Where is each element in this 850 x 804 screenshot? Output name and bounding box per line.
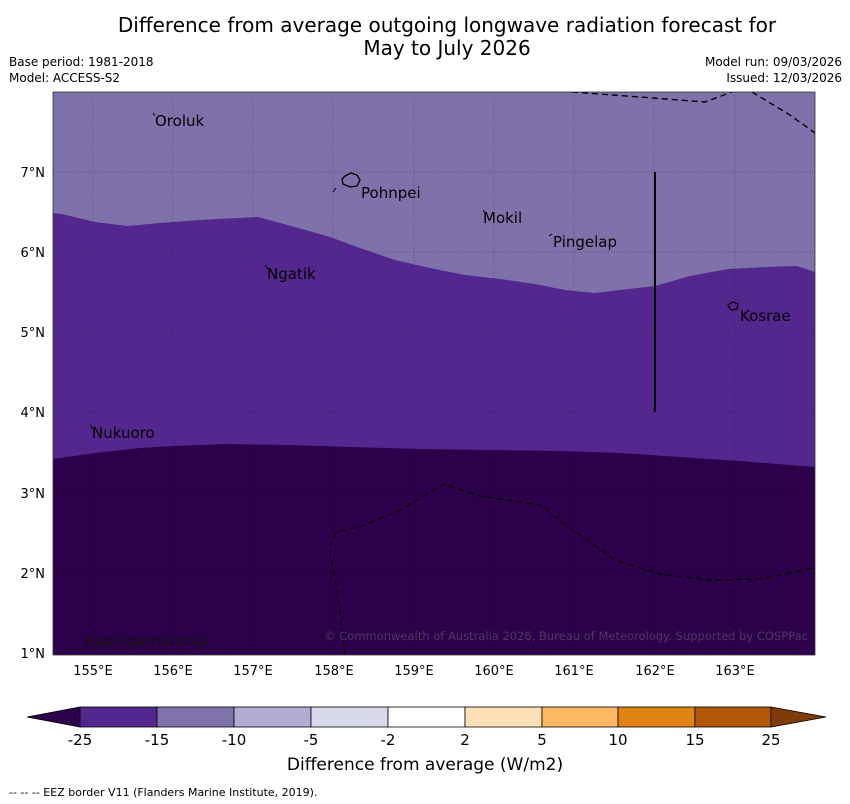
band-lt-minus25: [53, 444, 815, 655]
colorbar-tick: 10: [608, 731, 627, 749]
lon-label: 159°E: [394, 664, 434, 679]
place-kosrae: Kosrae: [740, 307, 791, 325]
place-mokil: Mokil: [483, 209, 522, 227]
lon-label: 163°E: [715, 664, 755, 679]
lat-label: 7°N: [21, 166, 46, 181]
colorbar-tick: 25: [761, 731, 780, 749]
lon-label: 157°E: [233, 664, 273, 679]
lat-label: 4°N: [21, 406, 46, 421]
lat-label: 2°N: [21, 567, 46, 582]
lat-label: 1°N: [21, 647, 46, 662]
lon-label: 155°E: [73, 664, 113, 679]
colorbar-tick: 5: [537, 731, 547, 749]
map-title-line1: Difference from average outgoing longwav…: [117, 13, 777, 37]
colorbar-tick: -25: [68, 731, 93, 749]
place-ngatik: Ngatik: [267, 265, 316, 283]
colorbar-swatch: [541, 706, 619, 728]
lon-label: 158°E: [314, 664, 354, 679]
colorbar-tick: -5: [304, 731, 319, 749]
lon-label: 160°E: [474, 664, 514, 679]
colorbar: [26, 706, 827, 728]
colorbar-tick: -15: [145, 731, 170, 749]
lon-label: 161°E: [554, 664, 594, 679]
map-title-line2: May to July 2026: [363, 36, 531, 60]
colorbar-label: Difference from average (W/m2): [286, 755, 564, 775]
colorbar-tick: -2: [381, 731, 396, 749]
eez-border: [328, 92, 815, 655]
meta-left: Base period: 1981-2018 Model: ACCESS-S2: [9, 54, 154, 86]
colorbar-swatch: [694, 706, 772, 728]
colorbar-swatch: [233, 706, 312, 728]
colorbar-swatch: [79, 706, 158, 728]
lat-label: 3°N: [21, 487, 46, 502]
colorbar-swatch: [464, 706, 543, 728]
meta-right: Model run: 09/03/2026 Issued: 12/03/2026: [705, 54, 842, 86]
map-frame: [52, 91, 816, 656]
model-text: Model: ACCESS-S2: [9, 71, 121, 85]
base-period-text: Base period: 1981-2018: [9, 55, 154, 69]
eez-footnote: -- -- -- EEZ border V11 (Flanders Marine…: [9, 786, 318, 799]
kosrae-outline: [727, 301, 739, 311]
pohnpei-outline: [341, 172, 361, 188]
colorbar-swatch: [26, 706, 81, 728]
colorbar-ticks: -25 -15 -10 -5 -2 2 5 10 15 25: [68, 731, 781, 749]
place-pohnpei: Pohnpei: [361, 184, 421, 202]
lat-label: 6°N: [21, 246, 46, 261]
colorbar-tick: -10: [222, 731, 247, 749]
colorbar-swatch: [770, 706, 827, 728]
colorbar-swatch: [387, 706, 466, 728]
colorbar-swatch: [310, 706, 389, 728]
lon-label: 156°E: [153, 664, 193, 679]
place-kapingamarangi: Kapingamarangi: [85, 632, 208, 650]
issued-text: Issued: 12/03/2026: [726, 71, 842, 85]
atoll-marks: [89, 112, 553, 430]
colorbar-tick: 2: [460, 731, 470, 749]
place-nukuoro: Nukuoro: [92, 424, 155, 442]
lon-label: 162°E: [635, 664, 675, 679]
place-oroluk: Oroluk: [155, 112, 204, 130]
model-run-text: Model run: 09/03/2026: [704, 55, 842, 69]
map-plot-area: Oroluk Pohnpei Mokil Pingelap Ngatik Kos…: [53, 92, 815, 655]
colorbar-tick: 15: [685, 731, 704, 749]
map-title: Difference from average outgoing longwav…: [0, 14, 850, 60]
colorbar-swatch: [617, 706, 696, 728]
graticule: [53, 92, 815, 655]
lon-labels: 155°E 156°E 157°E 158°E 159°E 160°E 161°…: [73, 664, 755, 679]
colorbar-swatch: [156, 706, 235, 728]
ant-atoll-mark: [332, 187, 337, 193]
place-pingelap: Pingelap: [553, 233, 617, 251]
copyright-text: © Commonwealth of Australia 2026, Bureau…: [324, 629, 808, 643]
lat-label: 5°N: [21, 326, 46, 341]
lat-labels: 7°N 6°N 5°N 4°N 3°N 2°N 1°N: [21, 166, 46, 662]
